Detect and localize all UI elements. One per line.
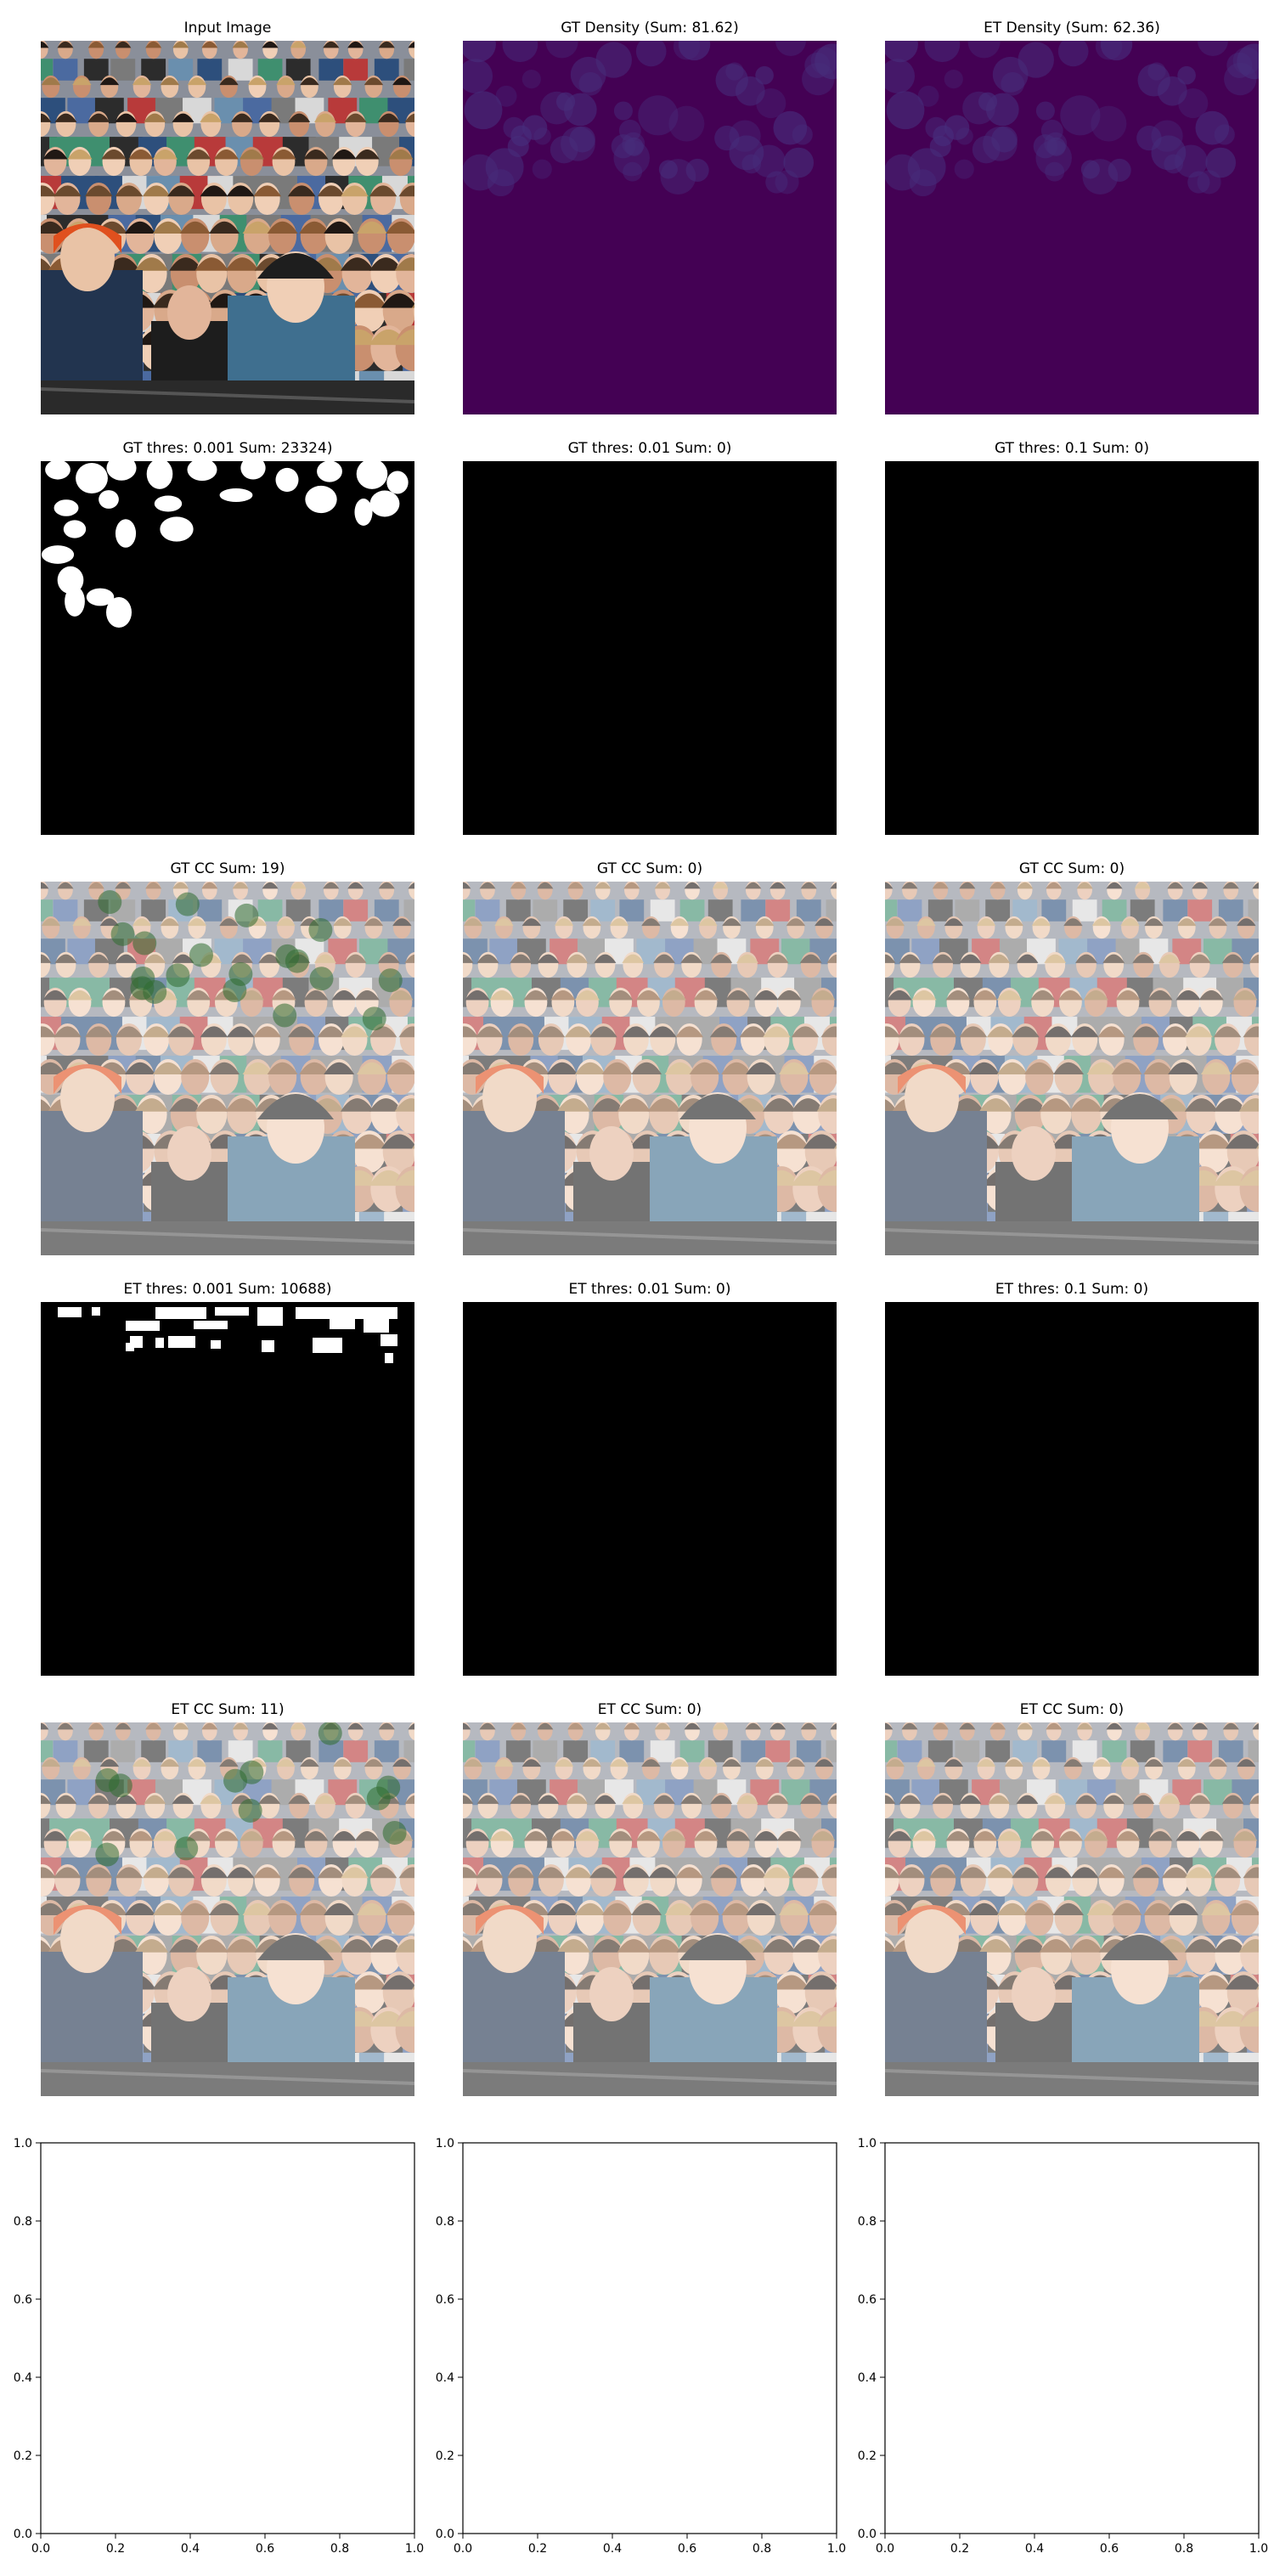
panel-title: Input Image [183, 20, 272, 37]
x-tick-label: 0.4 [1025, 2542, 1044, 2556]
x-tick-label: 0.4 [181, 2542, 200, 2556]
cc-marker [378, 968, 403, 993]
x-tick-label: 0.2 [950, 2542, 969, 2556]
y-tick-label: 0.2 [14, 2449, 32, 2463]
image-panel [885, 461, 1259, 835]
x-tick-label: 0.2 [528, 2542, 547, 2556]
y-tick-label: 0.4 [858, 2371, 877, 2385]
y-tick-label: 0.2 [436, 2449, 454, 2463]
panel-title: ET CC Sum: 0) [1019, 1701, 1125, 1718]
panel-title: ET CC Sum: 11) [171, 1701, 285, 1718]
empty-axes: 0.0 0.2 0.4 0.6 0.8 1.0 0.0 0.2 0.4 0.6 0.8 1.0 [436, 2137, 846, 2556]
cc-marker [234, 903, 259, 927]
panel-title: GT Density (Sum: 81.62) [561, 20, 739, 37]
panel-title: ET CC Sum: 0) [597, 1701, 702, 1718]
image-panel [41, 1302, 414, 1676]
y-tick-label: 0.0 [14, 2528, 32, 2541]
cc-marker [223, 978, 247, 1003]
image-panel [885, 1722, 1259, 2096]
x-tick-label: 0.0 [31, 2542, 50, 2556]
y-tick-label: 0.8 [858, 2215, 877, 2229]
x-tick-label: 0.4 [603, 2542, 622, 2556]
image-panel [885, 41, 1259, 414]
x-tick-label: 0.6 [256, 2542, 274, 2556]
panel-title: GT CC Sum: 0) [1018, 860, 1125, 877]
y-tick-label: 0.2 [858, 2449, 877, 2463]
axes-frame [884, 2142, 1260, 2534]
cc-marker [166, 963, 190, 988]
image-panel [463, 1302, 837, 1676]
cc-marker [223, 1768, 248, 1793]
y-tick-label: 0.8 [14, 2215, 32, 2229]
axes-frame [40, 2142, 415, 2534]
cc-marker [189, 943, 213, 967]
x-tick-label: 1.0 [405, 2542, 424, 2556]
cc-marker [108, 1773, 132, 1798]
panel-title: GT thres: 0.1 Sum: 0) [994, 440, 1149, 457]
x-tick-label: 0.6 [678, 2542, 696, 2556]
panel-title: GT thres: 0.001 Sum: 23324) [122, 440, 333, 457]
y-tick-label: 1.0 [14, 2137, 32, 2150]
cc-marker [131, 966, 155, 990]
cc-marker [308, 917, 333, 942]
x-tick-label: 0.8 [1175, 2542, 1193, 2556]
cc-marker [273, 1003, 297, 1028]
x-tick-label: 0.6 [1100, 2542, 1119, 2556]
image-panel [885, 882, 1259, 1255]
y-tick-label: 0.8 [436, 2215, 454, 2229]
cc-marker [132, 931, 157, 955]
panel-title: GT CC Sum: 0) [596, 860, 703, 877]
cc-marker [382, 1820, 407, 1845]
x-tick-label: 1.0 [827, 2542, 846, 2556]
panel-title: ET Density (Sum: 62.36) [984, 20, 1160, 37]
cc-marker [362, 1006, 386, 1031]
x-tick-label: 0.0 [454, 2542, 472, 2556]
x-tick-label: 1.0 [1249, 2542, 1268, 2556]
x-tick-label: 0.8 [330, 2542, 349, 2556]
x-tick-label: 0.0 [876, 2542, 894, 2556]
image-panel [463, 461, 837, 835]
panel-title: ET thres: 0.001 Sum: 10688) [123, 1281, 332, 1298]
image-panel [41, 1722, 414, 2096]
image-panel [41, 882, 414, 1255]
y-tick-label: 0.0 [858, 2528, 877, 2541]
y-tick-label: 0.4 [14, 2371, 32, 2385]
image-panel [463, 1722, 837, 2096]
y-tick-label: 1.0 [436, 2137, 454, 2150]
empty-axes: 0.0 0.2 0.4 0.6 0.8 1.0 0.0 0.2 0.4 0.6 0.8 1.0 [14, 2137, 424, 2556]
y-tick-label: 0.4 [436, 2371, 454, 2385]
cc-marker [175, 892, 200, 916]
panel-title: ET thres: 0.1 Sum: 0) [995, 1281, 1149, 1298]
cc-marker [110, 922, 135, 946]
panel-title: ET thres: 0.01 Sum: 0) [568, 1281, 731, 1298]
y-tick-label: 0.0 [436, 2528, 454, 2541]
cc-marker [309, 967, 334, 991]
cc-marker [98, 890, 122, 915]
panel-title: GT thres: 0.01 Sum: 0) [567, 440, 732, 457]
cc-marker [376, 1775, 401, 1800]
axes-frame [462, 2142, 837, 2534]
image-panel [463, 41, 837, 414]
x-tick-label: 0.2 [106, 2542, 125, 2556]
cc-marker [285, 949, 309, 973]
cc-marker [238, 1798, 262, 1823]
cc-marker [95, 1842, 120, 1867]
image-panel [41, 41, 414, 414]
image-panel [463, 882, 837, 1255]
y-tick-label: 0.6 [14, 2293, 32, 2307]
cc-marker [174, 1836, 199, 1861]
cc-marker [318, 1722, 342, 1745]
y-tick-label: 0.6 [858, 2293, 877, 2307]
image-panel [885, 1302, 1259, 1676]
y-tick-label: 0.6 [436, 2293, 454, 2307]
y-tick-label: 1.0 [858, 2137, 877, 2150]
empty-axes: 0.0 0.2 0.4 0.6 0.8 1.0 0.0 0.2 0.4 0.6 0.8 1.0 [858, 2137, 1268, 2556]
x-tick-label: 0.8 [753, 2542, 771, 2556]
image-panel [41, 461, 414, 835]
panel-title: GT CC Sum: 19) [170, 860, 285, 877]
